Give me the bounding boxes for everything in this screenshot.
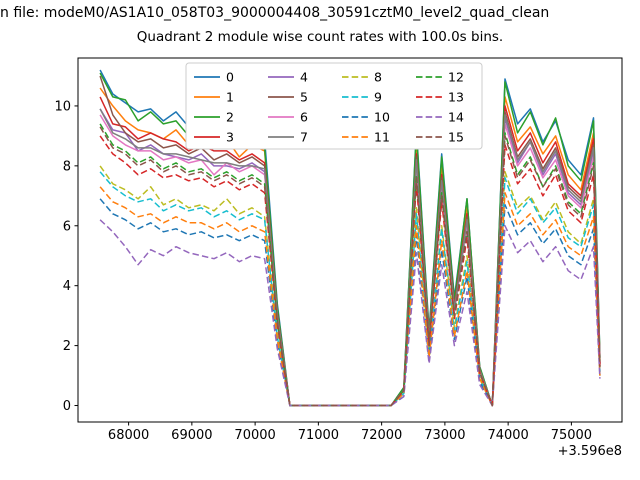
legend-label-11: 11 [374, 130, 390, 145]
x-tick-label: 70000 [234, 428, 275, 443]
legend-label-8: 8 [374, 70, 382, 85]
legend-label-4: 4 [300, 70, 308, 85]
y-tick-label: 2 [63, 339, 71, 354]
x-tick-label: 71000 [298, 428, 339, 443]
x-axis-offset-label: +3.596e8 [557, 444, 622, 459]
legend-box [185, 62, 483, 150]
y-tick-label: 6 [63, 219, 71, 234]
x-tick-label: 74000 [487, 428, 528, 443]
legend-label-14: 14 [448, 110, 464, 125]
x-tick-label: 69000 [171, 428, 212, 443]
legend-label-9: 9 [374, 90, 382, 105]
legend-label-0: 0 [226, 70, 234, 85]
series-line-9 [99, 171, 601, 407]
legend-label-1: 1 [226, 90, 234, 105]
legend-label-5: 5 [300, 90, 308, 105]
legend-label-2: 2 [226, 110, 234, 125]
legend-label-13: 13 [448, 90, 464, 105]
series-line-15 [99, 126, 601, 407]
suptitle: n file: modeM0/AS1A10_058T03_9000004408_… [0, 5, 550, 21]
legend-label-7: 7 [300, 130, 308, 145]
y-tick-label: 0 [63, 399, 71, 414]
x-tick-label: 72000 [361, 428, 402, 443]
legend-label-15: 15 [448, 130, 464, 145]
x-tick-label: 68000 [108, 428, 149, 443]
legend-label-3: 3 [226, 130, 234, 145]
chart-title: Quadrant 2 module wise count rates with … [136, 29, 504, 45]
legend-label-10: 10 [374, 110, 390, 125]
x-tick-label: 73000 [424, 428, 465, 443]
y-tick-label: 4 [63, 279, 71, 294]
legend-label-6: 6 [300, 110, 308, 125]
y-tick-label: 8 [63, 159, 71, 174]
series-line-14 [99, 219, 601, 407]
y-tick-label: 10 [54, 99, 71, 114]
x-tick-label: 75000 [551, 428, 592, 443]
legend-label-12: 12 [448, 70, 464, 85]
